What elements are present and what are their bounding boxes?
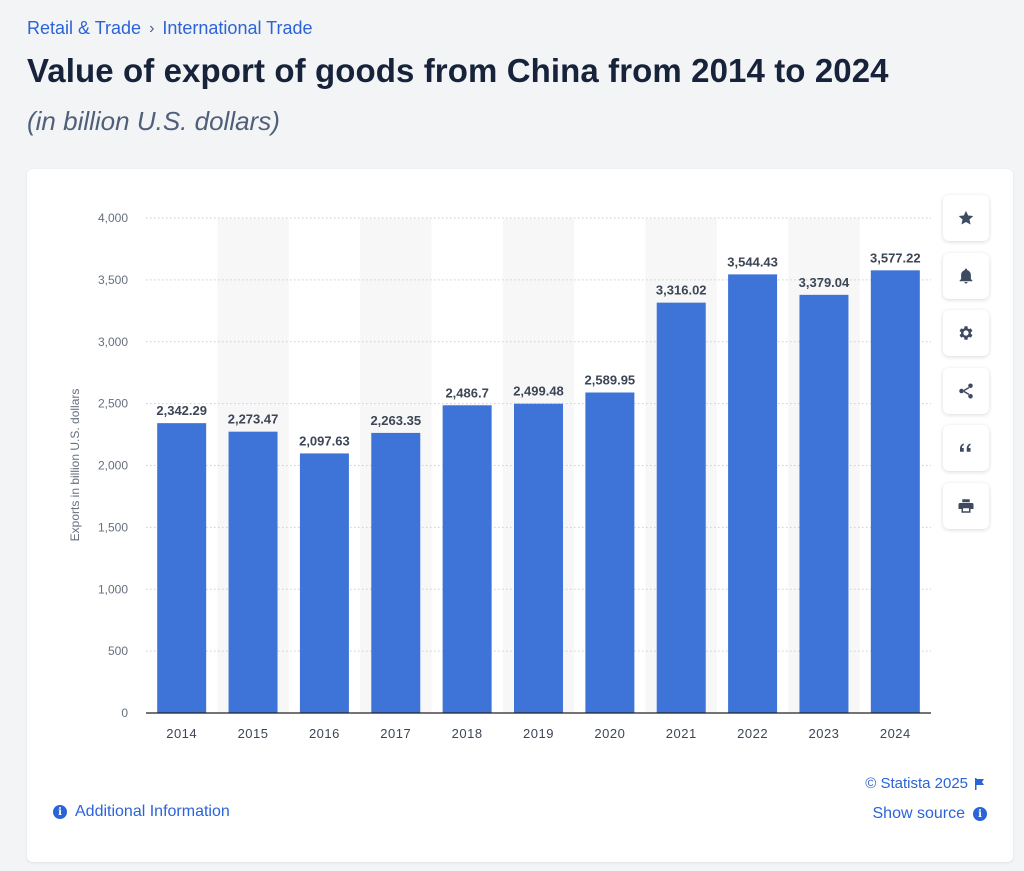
- breadcrumb-link-international-trade[interactable]: International Trade: [162, 18, 313, 38]
- print-icon: [958, 499, 974, 513]
- x-tick-label: 2023: [808, 726, 839, 741]
- breadcrumb: Retail & Trade › International Trade: [27, 18, 313, 39]
- page-title: Value of export of goods from China from…: [27, 52, 889, 89]
- y-tick-label: 4,000: [98, 211, 128, 225]
- x-tick-label: 2014: [166, 726, 197, 741]
- info-icon: i: [53, 805, 67, 819]
- share-icon: [959, 383, 973, 399]
- info-icon: i: [973, 807, 987, 821]
- additional-information-label: Additional Information: [75, 803, 230, 820]
- x-tick-label: 2020: [594, 726, 625, 741]
- favorite-button[interactable]: [943, 195, 989, 241]
- additional-information-link[interactable]: i Additional Information: [53, 803, 230, 821]
- y-tick-label: 3,000: [98, 335, 128, 349]
- y-tick-label: 2,500: [98, 397, 128, 411]
- y-tick-label: 1,500: [98, 520, 128, 534]
- bar: [228, 431, 278, 713]
- gear-icon: [959, 326, 973, 340]
- print-button[interactable]: [943, 483, 989, 529]
- bar-value-label: 3,544.43: [727, 254, 778, 269]
- bar: [585, 392, 635, 713]
- bar: [870, 270, 920, 713]
- x-tick-label: 2019: [523, 726, 554, 741]
- bar: [799, 294, 849, 713]
- quote-icon: [960, 443, 971, 452]
- show-source-label: Show source: [872, 805, 966, 822]
- y-tick-label: 3,500: [98, 273, 128, 287]
- bar: [371, 432, 421, 713]
- notification-button[interactable]: [943, 253, 989, 299]
- page-subtitle: (in billion U.S. dollars): [27, 106, 280, 136]
- bar-value-label: 2,589.95: [585, 372, 636, 387]
- cite-button[interactable]: [943, 425, 989, 471]
- x-tick-label: 2016: [309, 726, 340, 741]
- x-tick-label: 2022: [737, 726, 768, 741]
- bar: [157, 423, 207, 713]
- bar-value-label: 2,273.47: [228, 412, 279, 427]
- bar: [656, 302, 706, 713]
- bar-value-label: 2,097.63: [299, 433, 350, 448]
- bar-value-label: 3,316.02: [656, 283, 707, 298]
- breadcrumb-link-retail-trade[interactable]: Retail & Trade: [27, 18, 142, 38]
- show-source-link[interactable]: Show source i: [872, 805, 987, 823]
- copyright-link[interactable]: © Statista 2025: [865, 775, 985, 792]
- settings-button[interactable]: [943, 310, 989, 356]
- bar-chart: 0 500 1,000 1,500 2,000 2,500 3,000 3,500 4,000 2…: [68, 211, 931, 741]
- bar-value-label: 3,577.22: [870, 250, 921, 265]
- bar-value-label: 2,263.35: [370, 413, 421, 428]
- y-tick-label: 0: [121, 706, 128, 720]
- share-button[interactable]: [943, 368, 989, 414]
- bar: [299, 453, 349, 713]
- y-tick-label: 2,000: [98, 459, 128, 473]
- x-tick-label: 2017: [380, 726, 411, 741]
- breadcrumb-separator: ›: [149, 19, 155, 37]
- flag-icon: [975, 777, 984, 790]
- x-tick-label: 2024: [880, 726, 911, 741]
- x-tick-label: 2018: [452, 726, 483, 741]
- bar: [514, 403, 563, 713]
- star-icon: [958, 210, 974, 225]
- x-tick-label: 2015: [238, 726, 269, 741]
- x-tick-label: 2021: [666, 726, 697, 741]
- bar-value-label: 2,499.48: [513, 384, 564, 399]
- bell-icon: [959, 268, 973, 284]
- bar: [728, 274, 778, 713]
- y-tick-label: 1,000: [98, 582, 128, 596]
- bar-value-label: 2,486.7: [445, 385, 488, 400]
- y-tick-label: 500: [108, 644, 128, 658]
- bar-value-label: 2,342.29: [156, 403, 207, 418]
- bar-value-label: 3,379.04: [799, 275, 850, 290]
- chart-card: 0 500 1,000 1,500 2,000 2,500 3,000 3,500 4,000 2…: [27, 169, 1013, 862]
- bar: [442, 405, 492, 713]
- copyright-text: © Statista 2025: [865, 775, 968, 792]
- y-axis-title: Exports in billion U.S. dollars: [68, 389, 82, 542]
